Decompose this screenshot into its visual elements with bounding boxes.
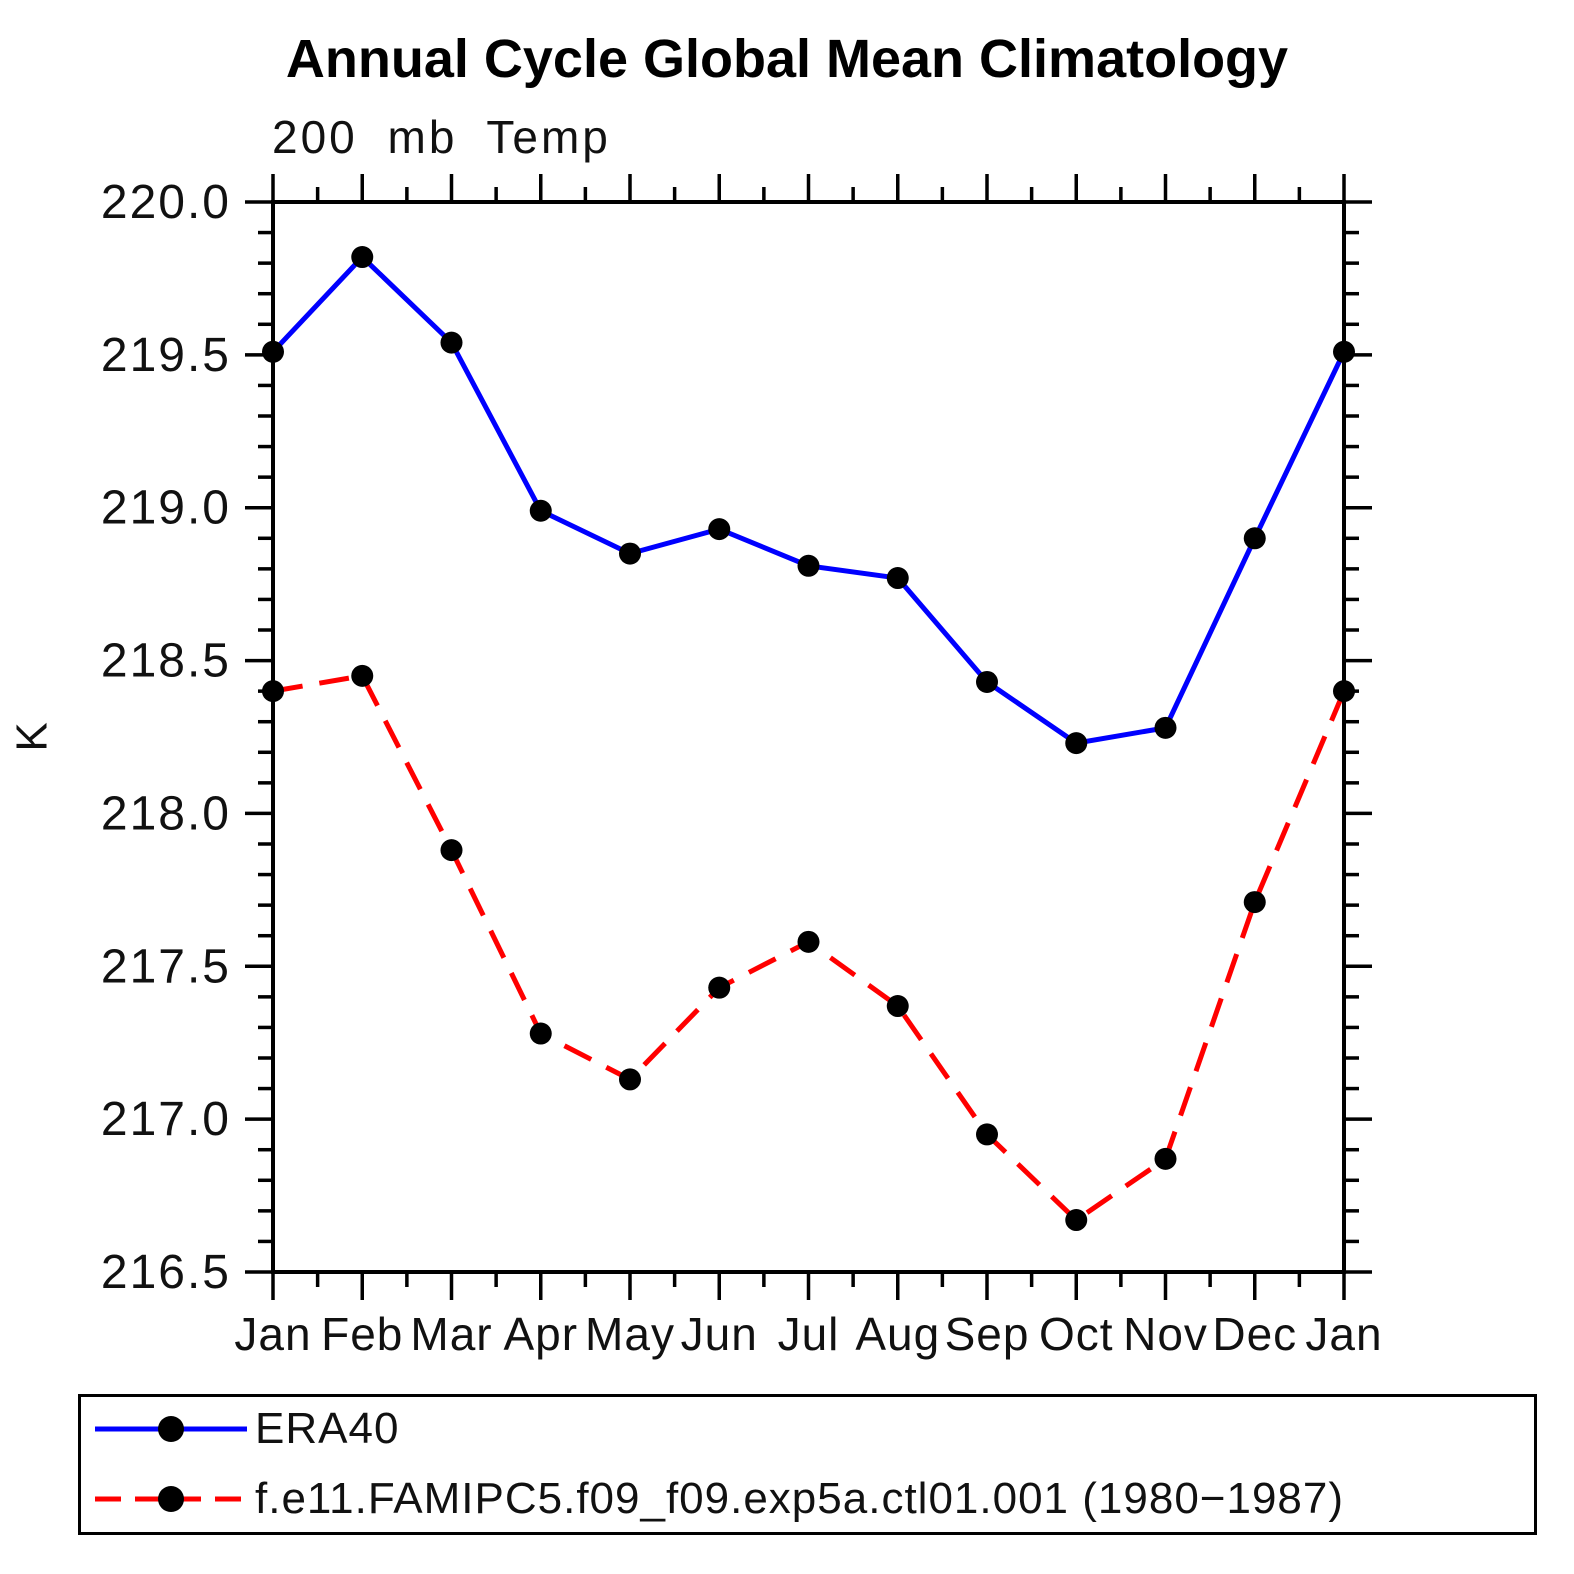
y-tick-label: 220.0 xyxy=(101,176,231,229)
series-marker-model xyxy=(1154,1147,1177,1170)
series-marker-era40 xyxy=(1333,340,1355,363)
legend-label-model: f.e11.FAMIPC5.f09_f09.exp5a.ctl01.001 (1… xyxy=(255,1474,1345,1523)
series-line-era40 xyxy=(271,253,1347,746)
series-marker-era40 xyxy=(708,518,731,541)
legend-label-era40: ERA40 xyxy=(255,1404,400,1453)
y-tick-label: 217.5 xyxy=(101,940,231,993)
series-marker-era40 xyxy=(351,246,374,269)
series-marker-model xyxy=(1243,891,1266,914)
era40-line-swatch xyxy=(95,1416,247,1442)
legend-item-era40: ERA40 xyxy=(91,1404,399,1453)
y-tick-label: 217.0 xyxy=(101,1093,231,1146)
series-marker-era40 xyxy=(1065,732,1088,755)
model-line-swatch xyxy=(95,1486,247,1512)
series-marker-era40 xyxy=(529,499,552,522)
x-tick-label: Oct xyxy=(1039,1308,1114,1360)
series-marker-era40 xyxy=(797,554,820,577)
y-tick-label: 218.5 xyxy=(101,635,231,688)
x-tick-label: Nov xyxy=(1123,1308,1208,1360)
era40-swatch-marker xyxy=(158,1416,184,1442)
series-marker-model xyxy=(351,664,374,687)
series-marker-model xyxy=(708,976,731,999)
series-marker-era40 xyxy=(440,331,463,354)
x-tick-label: Mar xyxy=(410,1308,492,1360)
plot-area: Jan Feb Mar Apr May Jun Jul Aug Sep Oct Nov Dec Jan2… xyxy=(101,174,1382,1360)
series-marker-model xyxy=(797,930,820,953)
series-marker-era40 xyxy=(1243,527,1266,550)
series-marker-model xyxy=(262,680,284,703)
x-tick-label: Apr xyxy=(503,1308,578,1360)
series-marker-model xyxy=(440,839,463,862)
series-marker-era40 xyxy=(619,542,641,565)
series-marker-model xyxy=(619,1068,641,1091)
x-tick-label: Jun xyxy=(681,1308,758,1360)
x-tick-label: Sep xyxy=(945,1308,1030,1360)
series-marker-model xyxy=(1333,680,1355,703)
series-marker-model xyxy=(529,1022,552,1045)
series-marker-era40 xyxy=(1154,716,1177,739)
y-tick-label: 219.0 xyxy=(101,482,231,535)
x-tick-label: Jan xyxy=(1305,1308,1382,1360)
x-tick-label: Jul xyxy=(778,1308,840,1360)
model-swatch-marker xyxy=(158,1486,184,1512)
x-tick-label: May xyxy=(585,1308,675,1360)
legend-item-model: f.e11.FAMIPC5.f09_f09.exp5a.ctl01.001 (1… xyxy=(91,1474,1344,1523)
y-tick-label: 218.0 xyxy=(101,787,231,840)
series-marker-era40 xyxy=(886,567,909,590)
series-marker-era40 xyxy=(262,340,284,363)
y-tick-label: 216.5 xyxy=(101,1246,231,1299)
x-tick-label: Dec xyxy=(1212,1308,1297,1360)
chart-subtitle: 200 mb Temp xyxy=(272,111,611,163)
chart-title: Annual Cycle Global Mean Climatology xyxy=(285,29,1289,89)
x-tick-label: Feb xyxy=(321,1308,403,1360)
x-tick-label: Aug xyxy=(855,1308,940,1360)
series-marker-era40 xyxy=(976,670,998,693)
x-tick-label: Jan xyxy=(234,1308,311,1360)
series-marker-model xyxy=(886,995,909,1018)
series-marker-model xyxy=(1065,1209,1088,1232)
series-marker-model xyxy=(976,1123,998,1146)
y-tick-label: 219.5 xyxy=(101,329,231,382)
legend: ERA40 f.e11.FAMIPC5.f09_f09.exp5a.ctl01.… xyxy=(78,1394,1537,1535)
